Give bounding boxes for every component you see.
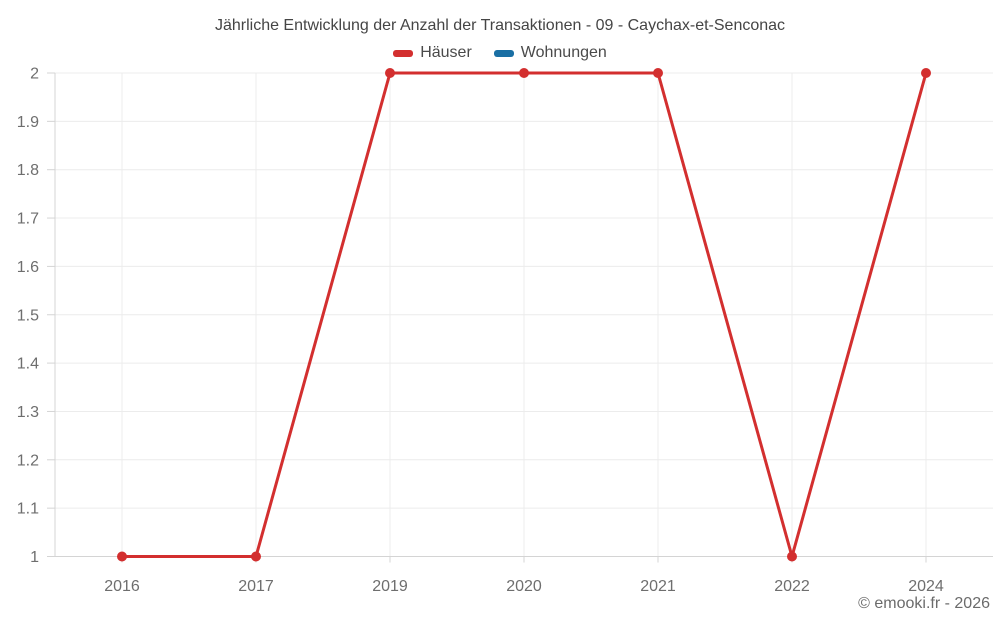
y-tick-label: 1 — [30, 549, 39, 566]
y-tick-label: 1.6 — [17, 259, 39, 276]
x-tick-label: 2022 — [774, 578, 810, 595]
y-tick-label: 1.5 — [17, 307, 39, 324]
y-tick-label: 1.1 — [17, 501, 39, 518]
chart-title: Jährliche Entwicklung der Anzahl der Tra… — [214, 17, 786, 34]
legend-item-wohnungen[interactable]: Wohnungen — [493, 44, 607, 62]
y-tick-label: 1.4 — [17, 356, 39, 373]
gridlines — [55, 72, 993, 557]
y-tick-label: 1.9 — [17, 114, 39, 131]
data-point — [921, 68, 931, 78]
y-tick-label: 1.2 — [17, 452, 39, 469]
y-tick-label: 1.7 — [17, 211, 39, 228]
legend-swatch-hauser — [393, 49, 414, 57]
legend-swatch-wohnungen — [493, 49, 514, 57]
data-point — [787, 551, 797, 562]
y-tick-label: 1.3 — [17, 404, 39, 421]
data-point — [117, 551, 127, 562]
x-tick-label: 2024 — [908, 578, 944, 595]
axis-labels: 1 1.1 1.2 1.3 1.4 1.5 1.6 1.7 1.8 1.9 2 2016 2017 201… — [17, 66, 944, 596]
data-point — [385, 68, 395, 78]
x-tick-label: 2021 — [640, 578, 676, 595]
data-point — [653, 68, 663, 78]
series-layer — [117, 68, 931, 562]
axes — [47, 72, 993, 563]
x-tick-label: 2019 — [372, 578, 408, 595]
x-tick-label: 2016 — [104, 578, 140, 595]
legend-item-hauser[interactable]: Häuser — [393, 44, 472, 62]
legend-label: Wohnungen — [520, 44, 607, 61]
legend-label: Häuser — [420, 44, 472, 61]
chart-legend: Häuser Wohnungen — [0, 44, 1000, 62]
x-tick-label: 2020 — [506, 578, 542, 595]
data-point — [251, 551, 261, 562]
data-point — [519, 68, 529, 78]
y-tick-label: 1.8 — [17, 162, 39, 179]
copyright-text: © emooki.fr - 2026 — [858, 595, 990, 612]
x-tick-label: 2017 — [238, 578, 274, 595]
series-hauser — [117, 68, 931, 562]
y-tick-label: 2 — [30, 66, 39, 83]
